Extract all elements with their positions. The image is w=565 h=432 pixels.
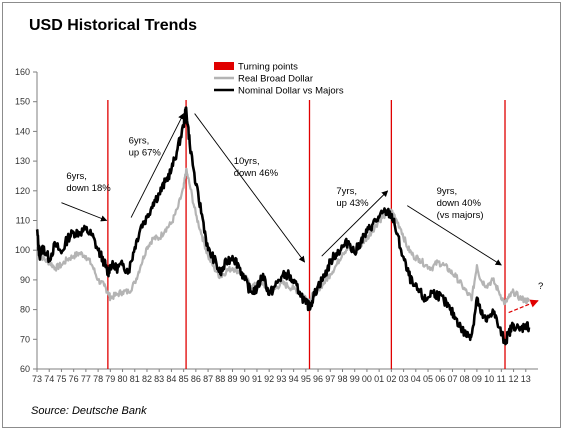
y-tick-label: 150 <box>15 97 30 107</box>
annotation-line: down 46% <box>234 168 279 179</box>
annotation-line: 7yrs, <box>336 186 357 197</box>
x-tick-label: 92 <box>264 374 274 384</box>
x-tick-label: 00 <box>362 374 372 384</box>
x-tick-label: 87 <box>203 374 213 384</box>
x-tick-label: 85 <box>179 374 189 384</box>
y-tick-label: 160 <box>15 67 30 77</box>
series-lines <box>35 106 531 346</box>
x-tick-label: 77 <box>81 374 91 384</box>
x-tick-label: 78 <box>93 374 103 384</box>
annotation-text: 10yrs, down 46% <box>234 156 279 179</box>
trend-arrow <box>321 190 389 257</box>
annotation-line: 6yrs, <box>129 135 150 146</box>
x-tick-label: 99 <box>350 374 360 384</box>
y-tick-label: 80 <box>20 305 30 315</box>
annotation-line: (vs majors) <box>437 210 484 221</box>
source-note: Source: Deutsche Bank <box>31 405 147 417</box>
trend-arrow <box>508 299 539 314</box>
x-tick-label: 03 <box>399 374 409 384</box>
x-tick-label: 73 <box>32 374 42 384</box>
x-tick-label: 09 <box>472 374 482 384</box>
x-tick-label: 02 <box>386 374 396 384</box>
x-tick-label: 10 <box>484 374 494 384</box>
annotation-text: 6yrs, down 18% <box>66 171 111 194</box>
x-tick-label: 93 <box>276 374 286 384</box>
annotation-text: 6yrs, up 67% <box>129 135 162 158</box>
x-tick-label: 80 <box>118 374 128 384</box>
x-tick-label: 89 <box>228 374 238 384</box>
trend-arrow <box>61 202 108 222</box>
x-tick-label: 90 <box>240 374 250 384</box>
trend-arrow <box>194 113 305 263</box>
y-tick-label: 140 <box>15 126 30 136</box>
x-tick-label: 75 <box>56 374 66 384</box>
x-tick-label: 04 <box>411 374 421 384</box>
x-tick-label: 12 <box>509 374 519 384</box>
series-line-real-broad-dollar <box>35 167 531 306</box>
x-tick-label: 76 <box>69 374 79 384</box>
legend-label: Real Broad Dollar <box>238 74 313 85</box>
x-tick-label: 01 <box>374 374 384 384</box>
annotation-text: 9yrs, down 40% (vs majors) <box>437 186 484 221</box>
y-tick-label: 110 <box>16 216 30 226</box>
x-tick-label: 94 <box>289 374 299 384</box>
y-tick-label: 60 <box>20 364 30 374</box>
legend-swatch-turning-points <box>214 62 234 70</box>
x-tick-label: 98 <box>337 374 347 384</box>
x-tick-label: 81 <box>130 374 140 384</box>
x-tick-label: 74 <box>44 374 54 384</box>
annotation-line: 9yrs, <box>437 186 458 197</box>
x-tick-label: 86 <box>191 374 201 384</box>
x-tick-label: 97 <box>325 374 335 384</box>
x-tick-label: 13 <box>521 374 531 384</box>
annotation-text: 7yrs, up 43% <box>336 186 369 209</box>
annotation-line: ? <box>538 281 543 292</box>
annotation-line: down 18% <box>66 183 111 194</box>
y-tick-label: 90 <box>20 275 30 285</box>
x-tick-label: 95 <box>301 374 311 384</box>
x-tick-label: 91 <box>252 374 262 384</box>
trend-arrow <box>407 205 502 266</box>
annotations: 6yrs, down 18%6yrs, up 67%10yrs, down 46%7y… <box>66 135 543 292</box>
y-tick-label: 70 <box>20 334 30 344</box>
annotation-line: 10yrs, <box>234 156 260 167</box>
legend-label: Nominal Dollar vs Majors <box>238 86 344 97</box>
x-tick-label: 83 <box>154 374 164 384</box>
x-tick-label: 88 <box>215 374 225 384</box>
annotation-line: down 40% <box>437 198 482 209</box>
series-line-nominal-dollar-vs-majors <box>35 106 531 346</box>
y-tick-label: 130 <box>15 156 30 166</box>
chart-frame: USD Historical Trends Source: Deutsche B… <box>2 2 561 428</box>
trend-arrow <box>130 113 185 218</box>
turning-point-lines <box>107 100 506 369</box>
legend-label: Turning points <box>238 62 298 73</box>
annotation-line: up 43% <box>336 198 369 209</box>
x-tick-label: 06 <box>435 374 445 384</box>
x-tick-label: 11 <box>497 374 506 384</box>
x-tick-label: 08 <box>460 374 470 384</box>
x-tick-label: 96 <box>313 374 323 384</box>
y-tick-label: 120 <box>15 186 30 196</box>
y-tick-label: 100 <box>15 245 30 255</box>
annotation-line: up 67% <box>129 147 162 158</box>
chart-title: USD Historical Trends <box>29 17 198 34</box>
x-tick-label: 07 <box>447 374 457 384</box>
x-tick-label: 82 <box>142 374 152 384</box>
trend-arrows <box>61 113 539 314</box>
x-tick-label: 05 <box>423 374 433 384</box>
annotation-line: 6yrs, <box>66 171 87 182</box>
x-tick-label: 79 <box>105 374 115 384</box>
x-tick-label: 84 <box>166 374 176 384</box>
annotation-text: ? <box>538 281 543 292</box>
